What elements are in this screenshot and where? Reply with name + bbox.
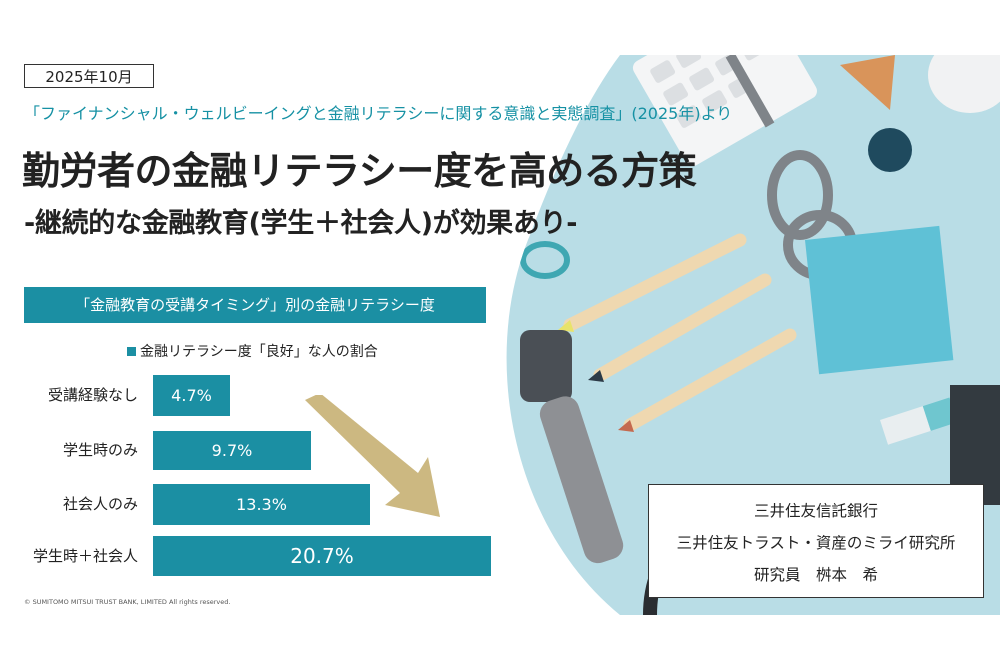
trend-arrow-icon bbox=[305, 395, 440, 517]
chart-legend: 金融リテラシー度「良好」な人の割合 bbox=[127, 341, 378, 361]
bar: 13.3% bbox=[153, 484, 370, 525]
chart-title: 「金融教育の受講タイミング」別の金融リテラシー度 bbox=[24, 287, 486, 323]
credit-line-researcher: 研究員 桝本 希 bbox=[753, 566, 878, 584]
page-title: 勤労者の金融リテラシー度を高める方策 bbox=[22, 149, 697, 193]
category-label: 学生時のみ bbox=[62, 441, 138, 459]
copyright-notice: © SUMITOMO MITSUI TRUST BANK, LIMITED Al… bbox=[24, 598, 231, 606]
stationery-photo bbox=[506, 55, 1000, 615]
credit-line-company: 三井住友信託銀行 bbox=[753, 502, 878, 520]
category-label: 社会人のみ bbox=[62, 495, 138, 513]
category-label: 受講経験なし bbox=[47, 386, 138, 404]
bar: 9.7% bbox=[153, 431, 311, 470]
credit-line-institute: 三井住友トラスト・資産のミライ研究所 bbox=[676, 534, 956, 552]
data-label: 13.3% bbox=[236, 495, 287, 514]
data-label: 20.7% bbox=[290, 544, 354, 568]
bar: 20.7% bbox=[153, 536, 491, 576]
author-credits: 三井住友信託銀行 三井住友トラスト・資産のミライ研究所 研究員 桝本 希 bbox=[648, 484, 984, 598]
bar: 4.7% bbox=[153, 375, 230, 416]
source-line: 「ファイナンシャル・ウェルビーイングと金融リテラシーに関する意識と実態調査」(2… bbox=[24, 104, 733, 123]
date-label: 2025年10月 bbox=[24, 64, 154, 88]
category-label: 学生時＋社会人 bbox=[32, 547, 138, 565]
data-label: 4.7% bbox=[171, 386, 212, 405]
data-label: 9.7% bbox=[211, 441, 253, 460]
legend-label: 金融リテラシー度「良好」な人の割合 bbox=[140, 344, 378, 360]
legend-swatch bbox=[127, 347, 136, 356]
page-subtitle: -継続的な金融教育(学生＋社会人)が効果あり- bbox=[24, 208, 578, 239]
